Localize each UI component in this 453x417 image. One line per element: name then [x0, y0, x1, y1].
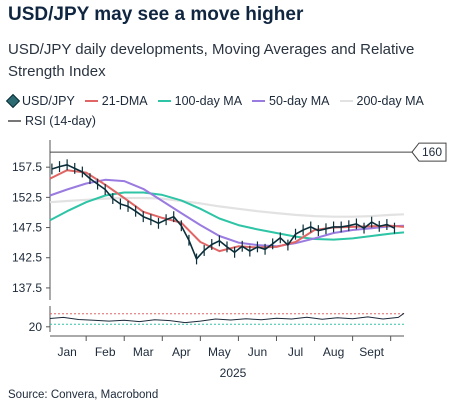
legend-item-21-dma: 21-DMA — [84, 94, 148, 108]
legend-item-50-day-ma: 50-day MA — [252, 94, 330, 108]
y-tick-label: 157.5 — [12, 160, 42, 174]
series-line-50-day-ma — [49, 178, 405, 248]
legend: USD/JPY 21-DMA 100-day MA 50-day MA 200-… — [5, 91, 448, 131]
y-tick-label: 152.5 — [12, 190, 42, 204]
y-tick-label: 142.5 — [12, 251, 42, 265]
legend-item-usdjpy: USD/JPY — [5, 93, 75, 109]
x-tick-label: Feb — [95, 345, 116, 359]
legend-label: 200-day MA — [356, 94, 424, 108]
x-tick-label: Apr — [172, 345, 191, 359]
reference-label-box — [411, 142, 447, 162]
legend-label: USD/JPY — [22, 94, 75, 108]
legend-label: 50-day MA — [269, 94, 330, 108]
line-swatch-icon — [339, 100, 353, 102]
series-line-200-day-ma — [49, 196, 405, 218]
chart-subtitle: USD/JPY daily developments, Moving Avera… — [8, 41, 415, 80]
x-tick-label: Sept — [359, 345, 384, 359]
chart-title: USD/JPY may see a move higher — [8, 4, 304, 25]
reference-label: 160 — [422, 145, 442, 159]
x-tick-label: Jan — [57, 345, 76, 359]
x-year-label: 2025 — [220, 366, 247, 380]
line-swatch-icon — [8, 120, 21, 122]
series-line-rsi — [49, 312, 405, 324]
legend-label: RSI (14-day) — [25, 114, 96, 128]
source-note: Source: Convera, Macrobond — [8, 389, 159, 401]
legend-label: 100-day MA — [174, 94, 243, 108]
series-line-100-day-ma — [49, 191, 405, 241]
x-tick-label: Jul — [288, 345, 303, 359]
legend-label: 21-DMA — [101, 94, 148, 108]
series-line-usdjpy — [51, 164, 395, 260]
legend-item-rsi: RSI (14-day) — [8, 114, 96, 128]
legend-item-100-day-ma: 100-day MA — [157, 94, 243, 108]
y-tick-label: 137.5 — [12, 281, 42, 295]
line-swatch-icon — [157, 100, 171, 102]
x-tick-label: Mar — [133, 345, 154, 359]
rsi-tick-label: 20 — [29, 320, 43, 334]
x-tick-label: May — [208, 345, 231, 359]
line-swatch-icon — [252, 100, 266, 102]
x-tick-label: Aug — [323, 345, 344, 359]
legend-item-200-day-ma: 200-day MA — [339, 94, 424, 108]
line-swatch-icon — [84, 100, 98, 102]
y-tick-label: 147.5 — [12, 221, 42, 235]
x-tick-label: Jun — [248, 345, 267, 359]
